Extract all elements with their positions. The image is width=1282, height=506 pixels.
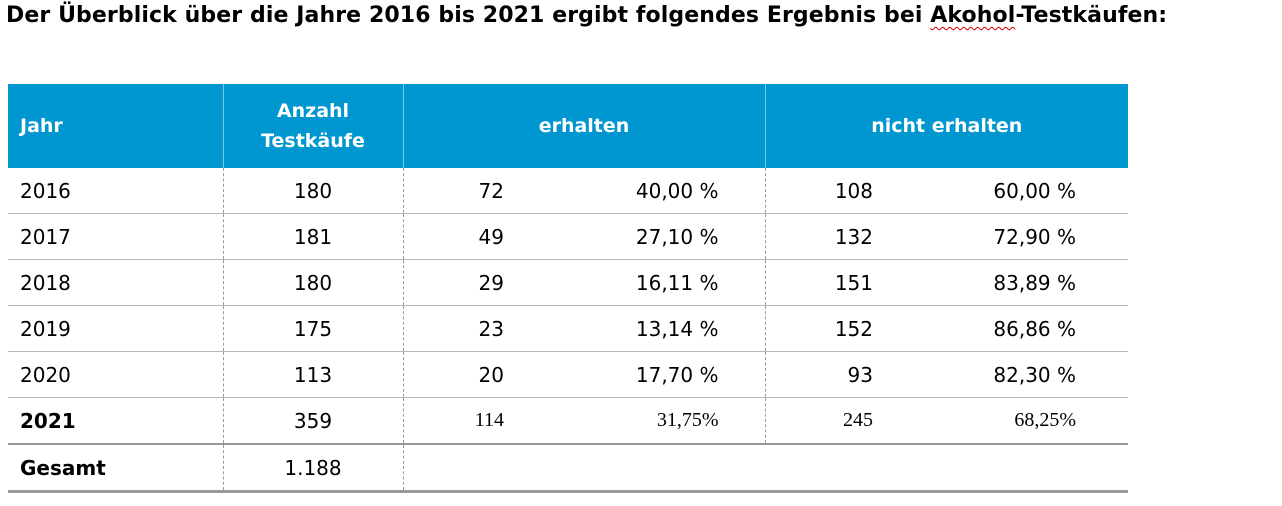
cell-erhalten-prozent: 31,75% <box>504 397 766 445</box>
cell-nicht-erhalten-prozent: 82,30 % <box>873 351 1129 398</box>
table-row: 2019 175 23 13,14 % 152 86,86 % <box>8 305 1129 352</box>
table-row: 2016 180 72 40,00 % 108 60,00 % <box>8 168 1129 214</box>
cell-anzahl: 175 <box>223 305 404 352</box>
cell-erhalten-prozent: 16,11 % <box>504 259 766 306</box>
cell-erhalten-anzahl: 23 <box>403 305 504 352</box>
cell-nicht-erhalten-prozent: 83,89 % <box>873 259 1129 306</box>
cell-anzahl: 113 <box>223 351 404 398</box>
cell-erhalten-prozent: 17,70 % <box>504 351 766 398</box>
cell-erhalten-anzahl: 114 <box>403 397 504 445</box>
cell-jahr: 2018 <box>8 259 224 306</box>
cell-nicht-erhalten-anzahl: 245 <box>765 397 873 445</box>
table-total-row: Gesamt 1.188 <box>8 444 1129 493</box>
header-erhalten: erhalten <box>403 84 766 168</box>
cell-anzahl: 180 <box>223 168 404 214</box>
cell-erhalten-prozent: 40,00 % <box>504 168 766 214</box>
cell-erhalten-anzahl: 29 <box>403 259 504 306</box>
table-row: 2021 359 114 31,75% 245 68,25% <box>8 397 1129 445</box>
header-anzahl-line1: Anzahl <box>276 100 350 122</box>
cell-nicht-erhalten-anzahl: 151 <box>765 259 873 306</box>
cell-jahr: 2016 <box>8 168 224 214</box>
header-anzahl-line2: Testkäufe <box>261 130 365 152</box>
cell-anzahl: 181 <box>223 213 404 260</box>
table-row: 2017 181 49 27,10 % 132 72,90 % <box>8 213 1129 260</box>
cell-gesamt-empty <box>403 444 1129 493</box>
cell-nicht-erhalten-prozent: 72,90 % <box>873 213 1129 260</box>
cell-erhalten-anzahl: 72 <box>403 168 504 214</box>
cell-anzahl: 359 <box>223 397 404 445</box>
document-heading: Der Überblick über die Jahre 2016 bis 20… <box>6 3 1167 28</box>
cell-gesamt-anzahl: 1.188 <box>223 444 404 493</box>
cell-jahr: 2020 <box>8 351 224 398</box>
heading-text-after: -Testkäufen: <box>1015 3 1168 28</box>
cell-erhalten-prozent: 27,10 % <box>504 213 766 260</box>
cell-gesamt-label: Gesamt <box>8 444 224 493</box>
table-row: 2018 180 29 16,11 % 151 83,89 % <box>8 259 1129 306</box>
table-row: 2020 113 20 17,70 % 93 82,30 % <box>8 351 1129 398</box>
cell-jahr: 2017 <box>8 213 224 260</box>
table-header-row: Jahr Anzahl Testkäufe erhalten nicht erha… <box>8 84 1129 168</box>
cell-anzahl: 180 <box>223 259 404 306</box>
header-anzahl: Anzahl Testkäufe <box>223 84 404 168</box>
heading-text-before: Der Überblick über die Jahre 2016 bis 20… <box>6 3 931 28</box>
cell-nicht-erhalten-prozent: 68,25% <box>873 397 1129 445</box>
cell-nicht-erhalten-anzahl: 93 <box>765 351 873 398</box>
cell-jahr: 2019 <box>8 305 224 352</box>
cell-erhalten-anzahl: 20 <box>403 351 504 398</box>
cell-nicht-erhalten-anzahl: 132 <box>765 213 873 260</box>
cell-nicht-erhalten-prozent: 60,00 % <box>873 168 1129 214</box>
cell-jahr: 2021 <box>8 397 224 445</box>
header-jahr: Jahr <box>8 84 224 168</box>
cell-nicht-erhalten-anzahl: 152 <box>765 305 873 352</box>
cell-nicht-erhalten-prozent: 86,86 % <box>873 305 1129 352</box>
spellcheck-flagged-word: Akohol <box>930 3 1016 28</box>
test-purchase-table: Jahr Anzahl Testkäufe erhalten nicht erha… <box>8 84 1129 493</box>
cell-nicht-erhalten-anzahl: 108 <box>765 168 873 214</box>
header-nicht-erhalten: nicht erhalten <box>765 84 1129 168</box>
cell-erhalten-anzahl: 49 <box>403 213 504 260</box>
cell-erhalten-prozent: 13,14 % <box>504 305 766 352</box>
